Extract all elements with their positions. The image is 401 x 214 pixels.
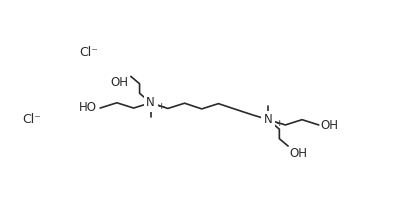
Text: HO: HO <box>79 101 97 114</box>
Text: Cl⁻: Cl⁻ <box>79 46 98 59</box>
Text: OH: OH <box>290 147 308 160</box>
Text: OH: OH <box>110 76 128 89</box>
Text: N: N <box>146 96 155 109</box>
Text: N: N <box>264 113 273 126</box>
Text: OH: OH <box>321 119 339 132</box>
Text: +: + <box>275 119 282 128</box>
Text: Cl⁻: Cl⁻ <box>22 113 41 126</box>
Text: +: + <box>158 102 165 111</box>
